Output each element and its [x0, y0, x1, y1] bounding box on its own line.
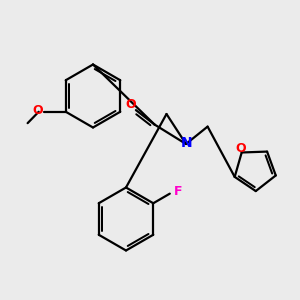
Text: N: N	[181, 136, 192, 150]
Text: O: O	[235, 142, 245, 155]
Text: O: O	[32, 104, 43, 117]
Text: O: O	[125, 98, 136, 111]
Text: F: F	[173, 185, 182, 198]
